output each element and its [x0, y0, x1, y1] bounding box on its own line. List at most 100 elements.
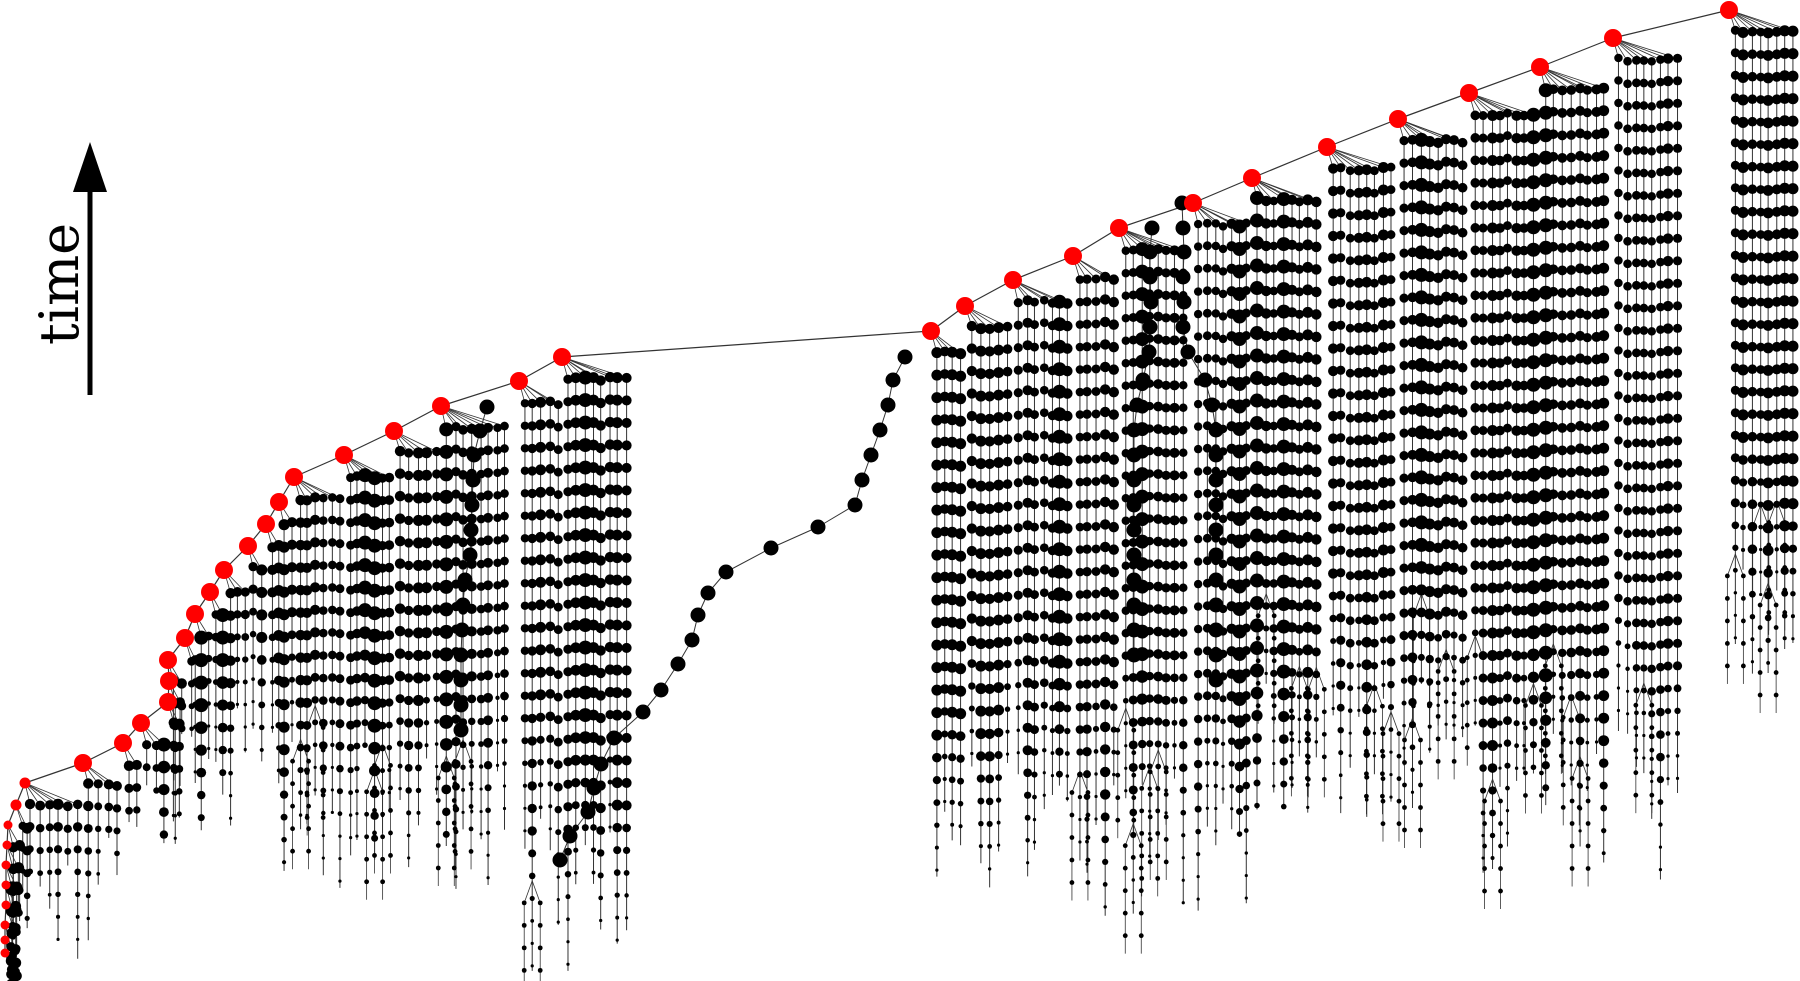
chain-node	[854, 472, 870, 488]
branch-node	[451, 557, 461, 567]
branch-node	[1662, 548, 1674, 559]
branch-node	[1542, 730, 1548, 736]
branch-node	[1302, 351, 1314, 363]
branch-node	[1353, 457, 1364, 468]
branch-node	[1050, 773, 1055, 778]
branch-node	[1272, 761, 1276, 766]
branch-node	[1672, 98, 1683, 108]
branch-node	[1170, 673, 1179, 683]
branch-node	[1787, 430, 1799, 442]
branch-node	[1380, 793, 1385, 799]
branch-node	[1648, 710, 1656, 718]
branch-node	[362, 742, 368, 748]
branch-node	[1656, 77, 1665, 87]
branch-node	[1441, 404, 1452, 415]
branch-node	[1598, 150, 1610, 162]
branch-node	[527, 443, 537, 454]
branch-node	[611, 574, 623, 586]
branch-node	[563, 442, 573, 452]
branch-node	[1487, 763, 1498, 773]
trunk-node	[270, 493, 288, 511]
branch-node	[1377, 229, 1389, 241]
branch-node	[217, 722, 228, 733]
branch-node	[579, 731, 592, 744]
branch-node	[1193, 354, 1203, 364]
trunk-node	[114, 734, 132, 752]
branch-node	[1470, 110, 1481, 121]
branch-node	[1566, 445, 1577, 455]
branch-node	[1582, 130, 1592, 140]
branch-node	[1269, 354, 1279, 363]
branch-node	[1662, 413, 1674, 424]
branch-node	[1039, 318, 1049, 328]
branch-node	[1336, 275, 1346, 285]
branch-node	[984, 481, 995, 492]
split-edge	[523, 880, 533, 904]
branch-node	[1662, 233, 1674, 244]
branch-node	[500, 421, 509, 431]
branch-node	[946, 571, 958, 583]
branch-node	[1495, 133, 1505, 143]
branch-node	[984, 526, 995, 537]
branch-node	[1407, 562, 1418, 573]
branch-node	[1345, 503, 1355, 513]
branch-node	[1548, 511, 1559, 522]
branch-node	[1002, 546, 1013, 557]
branch-node	[1747, 161, 1758, 172]
branch-node	[1305, 731, 1311, 737]
branch-node	[1269, 624, 1279, 633]
branch-node	[1049, 727, 1056, 734]
branch-node	[1548, 106, 1559, 117]
branch-node	[1302, 329, 1314, 341]
branch-node	[1623, 101, 1632, 111]
branch-node	[45, 800, 55, 810]
branch-node	[352, 673, 362, 684]
branch-node	[225, 655, 236, 666]
branch-node	[142, 740, 152, 750]
branch-node	[384, 495, 395, 505]
branch-node	[1091, 319, 1101, 329]
branch-node	[493, 558, 502, 568]
branch-node	[1672, 166, 1683, 176]
branch-node	[1662, 53, 1674, 64]
branch-node	[1582, 422, 1592, 433]
branch-node	[570, 642, 582, 654]
branch-node	[1075, 590, 1085, 599]
branch-node	[1647, 349, 1656, 359]
branch-node	[318, 606, 328, 615]
branch-node	[290, 826, 295, 832]
branch-node	[395, 694, 405, 704]
branch-node	[993, 637, 1005, 649]
branch-node	[297, 766, 304, 774]
branch-node	[439, 467, 454, 482]
branch-node	[1457, 317, 1468, 328]
branch-node	[1665, 731, 1671, 736]
branch-node	[1145, 401, 1154, 411]
branch-node	[1569, 763, 1573, 767]
branch-node	[1402, 737, 1407, 743]
branch-node	[1511, 155, 1522, 166]
branch-node	[1503, 716, 1512, 726]
branch-node	[545, 576, 556, 587]
branch-node	[1388, 727, 1394, 732]
branch-node	[1218, 402, 1228, 411]
branch-node	[1094, 794, 1098, 799]
branch-node	[931, 504, 943, 516]
branch-node	[1503, 648, 1512, 658]
branch-node	[545, 711, 556, 722]
branch-node	[1336, 545, 1346, 555]
branch-node	[1377, 207, 1389, 218]
branch-node	[611, 439, 623, 451]
branch-node	[26, 868, 34, 875]
branch-node	[1211, 511, 1221, 521]
branch-node	[556, 875, 560, 879]
branch-node	[1302, 284, 1314, 296]
branch-node	[1647, 507, 1656, 516]
branch-node	[1002, 524, 1013, 535]
branch-node	[1548, 309, 1559, 320]
branch-node	[1443, 676, 1450, 683]
branch-node	[336, 788, 344, 795]
branch-node	[1449, 360, 1460, 371]
branch-node	[1575, 105, 1586, 116]
branch-node	[1416, 607, 1427, 618]
